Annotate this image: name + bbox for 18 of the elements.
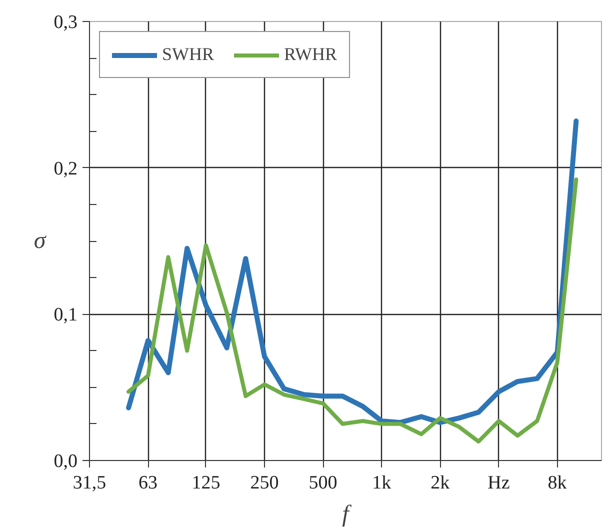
- x-tick-label: 8k: [548, 472, 568, 494]
- x-tick-label: 31,5: [72, 472, 106, 494]
- x-tick-label: 2k: [430, 472, 450, 494]
- x-tick-label: 250: [250, 472, 279, 494]
- legend-label: RWHR: [284, 44, 338, 65]
- y-tick-label: 0,0: [54, 451, 78, 472]
- x-axis-title: f: [342, 502, 352, 528]
- x-tick-label: 500: [308, 472, 338, 494]
- line-series: [126, 178, 578, 444]
- x-tick-label: 125: [192, 472, 220, 494]
- x-tick-label: 1k: [372, 472, 392, 494]
- x-tick-label: 63: [138, 472, 158, 494]
- y-tick-label: 0,2: [54, 158, 78, 180]
- x-tick-label: Hz: [488, 472, 510, 494]
- y-axis-title: σ: [34, 228, 47, 254]
- legend-label: SWHR: [162, 44, 214, 65]
- y-tick-label: 0,1: [54, 304, 78, 326]
- y-tick-label: 0,3: [54, 12, 78, 33]
